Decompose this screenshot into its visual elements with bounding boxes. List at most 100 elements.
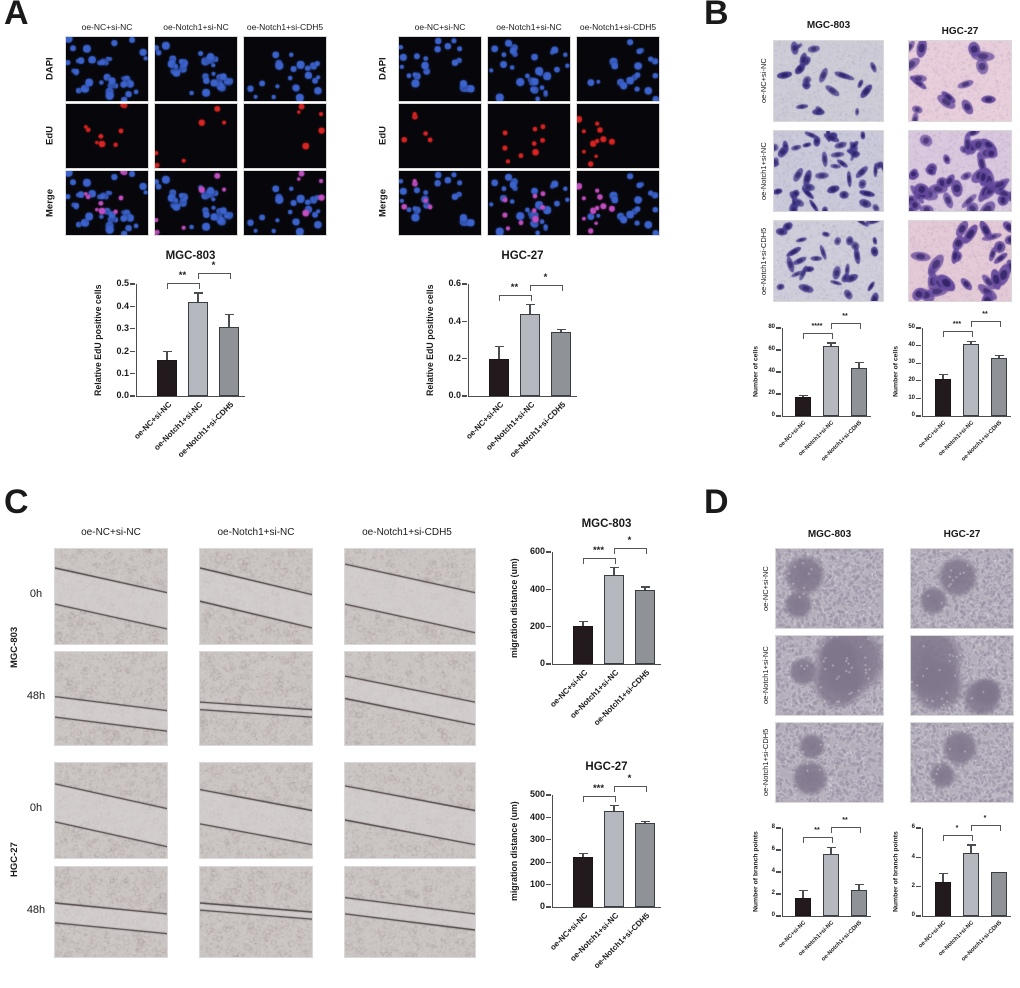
micrograph-wound (54, 762, 168, 859)
significance-label: *** (952, 321, 962, 329)
y-tick-label: 0 (911, 412, 915, 419)
y-tick (776, 827, 781, 829)
x-tick-label: oe-Notch1+si-CDH5 (960, 420, 1004, 463)
bar (573, 857, 593, 907)
chart-branch-hgc27: Number of branch points 0 2 4 6 oe-NC+si-NC oe… (890, 815, 1011, 963)
bar (604, 811, 624, 907)
bar (635, 589, 655, 664)
y-tick-label: 0.1 (116, 368, 129, 379)
bar (963, 852, 979, 916)
y-tick-label: 0.6 (448, 278, 461, 289)
error-bar (582, 853, 584, 858)
y-tick (776, 393, 781, 395)
micrograph-wound (199, 651, 313, 746)
micrograph-dapi (487, 36, 571, 102)
micrograph-wound (344, 651, 476, 746)
error-bar (942, 873, 944, 883)
y-tick (546, 861, 551, 863)
cell-line-header: HGC-27 (941, 26, 979, 37)
error-bar-cap (525, 303, 535, 306)
x-tick-label: oe-Notch1+si-NC (797, 420, 836, 458)
chart-migration-mgc803: MGC-803 migration distance (um) 0 200 400 600… (506, 518, 661, 727)
y-tick-label: 80 (768, 324, 775, 331)
bar (157, 360, 177, 396)
micrograph-wound (199, 866, 313, 958)
micrograph-transwell (773, 40, 884, 122)
x-tick-label: oe-NC+si-NC (777, 420, 808, 450)
stain-label-dapi: DAPI (44, 57, 56, 81)
error-bar-cap (826, 342, 836, 344)
chart-migration-hgc27: HGC-27 migration distance (um) 0 100 200 300 4… (506, 761, 661, 970)
y-tick-label: 100 (529, 879, 545, 890)
y-tick-label: 0 (771, 412, 775, 419)
micrograph-tube (910, 722, 1014, 803)
condition-row-label: oe-Notch1+si-NC (759, 142, 768, 200)
plot-area: 0 2 4 6 8 oe-NC+si-NC oe-Notch1+si-NC oe-Notch1… (772, 817, 871, 963)
error-bar-cap (798, 890, 808, 892)
significance-bracket (530, 284, 563, 291)
x-tick-label: oe-Notch1+si-NC (937, 920, 976, 958)
error-bar-cap (966, 340, 976, 342)
bar (219, 326, 239, 396)
chart-transwell-hgc27: Number of cells 0 10 20 30 40 50 oe-NC+si-NC oe-… (890, 311, 1011, 463)
error-bar-cap (854, 361, 864, 363)
bar (823, 345, 839, 416)
error-bar (858, 362, 860, 368)
edu-image-grid-mgc803: oe-NC+si-NC oe-Notch1+si-NC oe-Notch1+si… (41, 18, 327, 236)
y-tick (546, 588, 551, 591)
error-bar (613, 805, 615, 812)
error-bar-cap (162, 350, 172, 352)
panel-c: C oe-NC+si-NC oe-Notch1+si-NC oe-Notch1+… (0, 485, 700, 988)
significance-bracket (943, 331, 973, 338)
plot-area: 0 10 20 30 40 50 oe-NC+si-NC oe-Notch1+si-NC oe-… (908, 311, 1011, 463)
y-tick (546, 883, 551, 886)
micrograph-transwell (908, 40, 1012, 122)
micrograph-merge (154, 170, 238, 236)
chart-title: HGC-27 (585, 761, 628, 773)
y-tick-label: 40 (908, 341, 915, 348)
chart-title: MGC-803 (165, 250, 216, 262)
chart-transwell-mgc803: Number of cells 0 20 40 60 80 oe-NC+si-NC oe-No… (750, 313, 871, 463)
y-tick (130, 372, 135, 375)
chart-edu-hgc27: HGC-27 Relative EdU positive cells 0.0 0.2 0… (422, 250, 577, 459)
significance-bracket (614, 785, 647, 792)
error-bar (942, 374, 944, 380)
bar (489, 358, 509, 396)
significance-label: * (983, 814, 987, 822)
significance-label: ** (842, 817, 848, 825)
micrograph-edu (243, 103, 327, 169)
chart-branch-mgc803: Number of branch points 0 2 4 6 8 oe-NC+si-NC o… (750, 817, 871, 963)
bar (991, 872, 1007, 916)
y-tick (546, 625, 551, 628)
y-tick (462, 395, 467, 397)
micrograph-edu (487, 103, 571, 169)
panel-label-b: B (704, 0, 729, 32)
error-bar (830, 847, 832, 854)
y-axis-label: Number of branch points (892, 831, 900, 913)
y-tick (130, 283, 135, 285)
error-bar (498, 346, 500, 359)
y-tick-label: 20 (768, 390, 775, 397)
y-tick (462, 320, 467, 323)
y-tick-label: 2 (771, 890, 775, 897)
micrograph-wound (344, 762, 476, 859)
y-tick-label: 600 (529, 546, 545, 557)
y-tick-label: 0.2 (448, 353, 461, 364)
y-tick (776, 871, 781, 873)
edu-image-grid-hgc27: oe-NC+si-NC oe-Notch1+si-NC oe-Notch1+si… (374, 18, 660, 236)
error-bar-cap (938, 872, 948, 875)
panel-a: A oe-NC+si-NC oe-Notch1+si-NC oe-Notch1+… (0, 0, 695, 485)
significance-bracket (803, 837, 833, 844)
micrograph-tube (775, 722, 884, 803)
significance-bracket (971, 824, 1001, 831)
chart-title: MGC-803 (581, 518, 632, 530)
y-tick (546, 663, 551, 665)
stain-label-edu: EdU (377, 126, 389, 146)
panel-label-a: A (4, 0, 29, 32)
micrograph-merge (65, 170, 149, 236)
micrograph-dapi (576, 36, 660, 102)
micrograph-wound (54, 866, 168, 958)
x-tick-label: oe-Notch1+si-NC (797, 920, 836, 958)
error-bar-cap (609, 804, 619, 807)
